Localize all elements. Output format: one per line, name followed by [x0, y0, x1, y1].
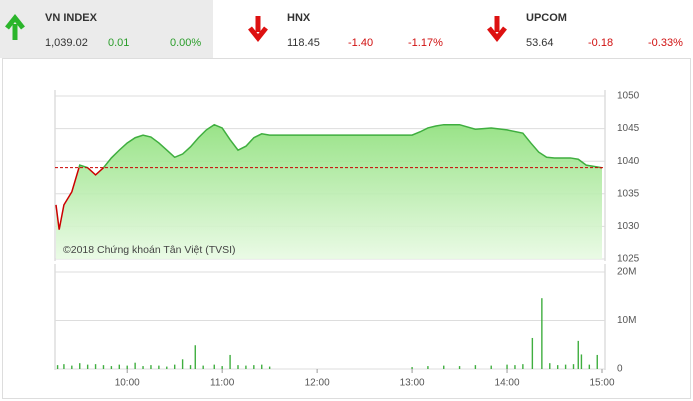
volume-bar [237, 365, 239, 369]
volume-bar [261, 364, 263, 369]
volume-bar [588, 364, 591, 369]
volume-bar [458, 366, 461, 369]
x-tick-label: 10:00 [115, 378, 140, 389]
volume-bar [411, 367, 413, 369]
x-tick-label: 12:00 [305, 378, 330, 389]
volume-bar [229, 354, 231, 369]
y-tick-label: 1040 [617, 156, 640, 167]
index-change: -1.40 [348, 37, 373, 49]
volume-bar [79, 363, 81, 369]
index-name: HNX [287, 12, 311, 24]
y-tick-label: 1030 [617, 221, 640, 232]
price-line [78, 123, 603, 168]
volume-bar [580, 354, 583, 369]
index-value: 1,039.02 [45, 37, 88, 49]
volume-bar [245, 365, 247, 369]
y-tick-label: 1045 [617, 123, 640, 134]
index-name: UPCOM [526, 12, 567, 24]
y-tick-label: 0 [617, 364, 623, 375]
watermark: ©2018 Chứng khoán Tân Việt (TVSI) [63, 244, 236, 256]
x-tick-label: 11:00 [210, 378, 235, 389]
header: VN INDEX 1,039.02 0.01 0.00% HNX 118.45 -1.40 -… [45, 12, 683, 49]
volume-bar [181, 359, 184, 369]
volume-bar [126, 365, 128, 369]
y-tick-label: 1035 [617, 188, 640, 199]
index-percent: -1.17% [408, 37, 443, 49]
volume-bar [474, 365, 477, 369]
volume-bar [514, 365, 516, 369]
x-tick-label: 13:00 [400, 378, 425, 389]
charts: 1025 1030 1035 1040 1045 1050 ©2018 Chứng khoá… [54, 90, 640, 389]
down-arrow [248, 16, 268, 43]
volume-bar [564, 364, 567, 369]
volume-bar [142, 366, 144, 369]
volume-bar [158, 365, 160, 369]
index-value: 53.64 [526, 37, 554, 49]
volume-bar [596, 354, 598, 369]
volume-bar [556, 365, 559, 369]
volume-bar [221, 366, 223, 369]
volume-bar [194, 345, 196, 369]
index-change: -0.18 [588, 37, 613, 49]
index-value: 118.45 [287, 37, 320, 49]
area [56, 124, 602, 259]
volume-bar [541, 298, 543, 369]
volume-bar [118, 364, 121, 369]
volume-bar [102, 365, 105, 369]
down-arrow [487, 16, 507, 43]
up-arrow [5, 13, 25, 40]
active-tab[interactable] [0, 0, 213, 58]
volume-bar [71, 365, 73, 369]
index-name: VN INDEX [45, 12, 98, 24]
volume-bar [63, 364, 65, 369]
volume-bar [577, 340, 579, 369]
volume-bar [150, 365, 152, 369]
volume-bar [110, 366, 113, 369]
volume-bar [522, 364, 524, 369]
volume-bar [56, 365, 59, 369]
y-tick-label: 20M [617, 267, 636, 278]
index-change: 0.01 [108, 37, 129, 49]
volume-bar [268, 366, 271, 369]
volume-bar [253, 365, 255, 369]
volume-bar [86, 364, 89, 369]
volume-bar [202, 365, 204, 369]
volume-bar [173, 364, 176, 369]
volume-bar [189, 365, 192, 369]
volume-bar [166, 366, 168, 369]
y-tick-label: 10M [617, 315, 636, 326]
volume-bar [427, 366, 429, 369]
y-tick-label: 1050 [617, 91, 640, 102]
volume-bar [531, 337, 534, 369]
volume-bar [443, 365, 445, 369]
x-tick-label: 14:00 [495, 378, 520, 389]
volume-bar [94, 364, 97, 369]
volume-bar [506, 364, 508, 369]
volume-bar [213, 364, 215, 369]
index-percent: 0.00% [170, 37, 201, 49]
x-tick-label: 15:00 [589, 378, 614, 389]
volume-bar [134, 362, 136, 369]
panel [2, 58, 691, 399]
y-tick-label: 1025 [617, 254, 640, 265]
volume-bar [572, 364, 575, 369]
volume-bar [549, 363, 551, 369]
volume-bar [490, 365, 492, 369]
index-percent: -0.33% [648, 37, 683, 49]
